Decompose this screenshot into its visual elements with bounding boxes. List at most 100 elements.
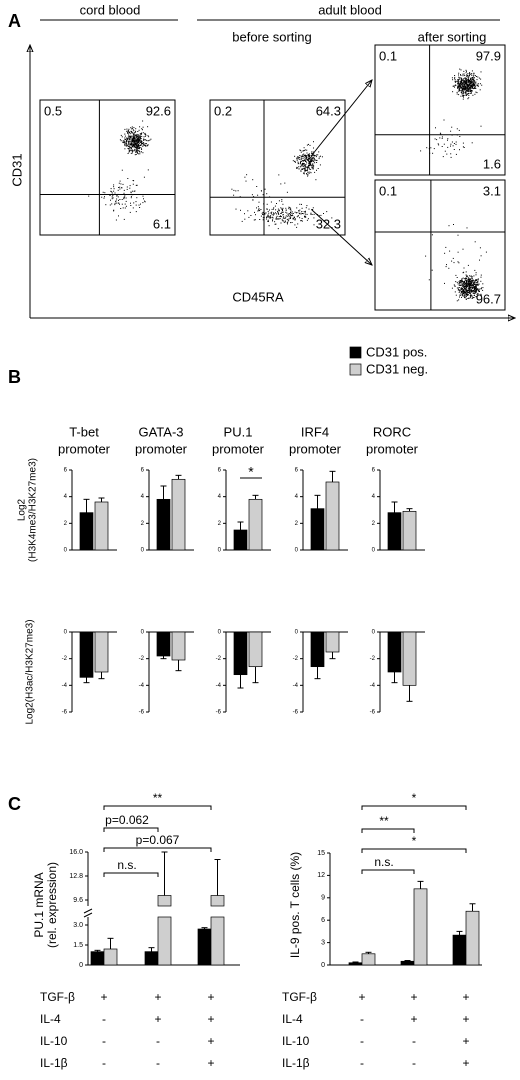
event-dot — [136, 143, 138, 145]
event-dot — [471, 284, 473, 286]
event-dot — [463, 84, 465, 86]
event-dot — [462, 87, 464, 89]
event-dot — [480, 288, 482, 290]
event-dot — [465, 279, 467, 281]
event-dot — [127, 139, 129, 141]
event-dot — [300, 157, 302, 159]
y-tick-label: -2 — [62, 656, 68, 662]
event-dot — [298, 157, 300, 158]
event-dot — [143, 139, 145, 141]
event-dot — [465, 286, 466, 288]
event-dot — [126, 145, 128, 147]
event-dot — [118, 202, 120, 204]
event-dot — [462, 248, 464, 250]
event-dot — [289, 216, 291, 218]
y-tick-label: 0 — [64, 630, 68, 636]
y-tick-label: 6 — [321, 917, 325, 924]
condition-sign: + — [410, 990, 417, 1004]
event-dot — [303, 150, 305, 152]
event-dot — [141, 151, 142, 153]
header: adult blood — [318, 2, 382, 17]
event-dot — [464, 77, 466, 79]
event-dot — [294, 155, 296, 157]
event-dot — [272, 219, 274, 221]
event-dot — [467, 283, 469, 285]
event-dot — [126, 128, 128, 130]
event-dot — [475, 286, 477, 288]
event-dot — [130, 191, 132, 193]
event-dot — [472, 94, 474, 96]
event-dot — [124, 143, 125, 145]
event-dot — [134, 150, 136, 152]
event-dot — [321, 156, 323, 158]
bar — [210, 895, 225, 907]
event-dot — [135, 211, 137, 213]
event-dot — [275, 218, 277, 220]
event-dot — [310, 159, 312, 161]
event-dot — [113, 190, 115, 192]
event-dot — [110, 199, 111, 201]
event-dot — [474, 289, 476, 290]
event-dot — [458, 129, 460, 131]
event-dot — [104, 192, 106, 194]
event-dot — [285, 207, 287, 209]
flow-plot-frame — [374, 44, 506, 176]
y-tick-label: 0 — [64, 548, 68, 554]
event-dot — [308, 143, 309, 145]
event-dot — [313, 152, 315, 154]
event-dot — [459, 85, 460, 87]
event-dot — [128, 141, 130, 143]
event-dot — [311, 159, 313, 160]
event-dot — [126, 140, 128, 142]
event-dot — [142, 132, 144, 134]
event-dot — [268, 217, 270, 219]
event-dot — [477, 289, 479, 291]
event-dot — [460, 284, 462, 286]
event-dot — [119, 180, 121, 182]
event-dot — [316, 169, 317, 171]
event-dot — [145, 145, 147, 146]
event-dot — [310, 172, 312, 174]
event-dot — [128, 140, 130, 142]
event-dot — [459, 281, 461, 283]
event-dot — [462, 289, 464, 291]
event-dot — [143, 198, 144, 200]
event-dot — [474, 292, 476, 294]
condition-sign: + — [100, 990, 107, 1004]
event-dot — [465, 296, 466, 298]
event-dot — [113, 210, 115, 212]
event-dot — [129, 150, 131, 152]
event-dot — [465, 88, 467, 89]
event-dot — [122, 183, 124, 185]
event-dot — [285, 216, 287, 218]
event-dot — [125, 205, 127, 207]
quadrant-percent: 1.6 — [483, 156, 501, 171]
event-dot — [131, 141, 133, 142]
event-dot — [131, 143, 133, 145]
event-dot — [143, 176, 145, 178]
event-dot — [132, 207, 134, 209]
event-dot — [138, 137, 140, 139]
event-dot — [139, 140, 140, 142]
event-dot — [287, 221, 289, 223]
event-dot — [137, 140, 139, 142]
event-dot — [132, 139, 134, 141]
condition-sign: + — [207, 990, 214, 1004]
event-dot — [459, 294, 461, 296]
bar — [171, 631, 186, 661]
event-dot — [465, 85, 467, 87]
event-dot — [296, 159, 298, 161]
event-dot — [297, 156, 299, 158]
event-dot — [462, 88, 464, 90]
event-dot — [307, 171, 309, 173]
event-dot — [303, 164, 305, 166]
event-dot — [457, 85, 459, 87]
event-dot — [300, 150, 302, 152]
event-dot — [477, 83, 479, 85]
event-dot — [264, 213, 266, 215]
event-dot — [310, 162, 312, 164]
event-dot — [474, 85, 476, 87]
event-dot — [139, 133, 141, 135]
event-dot — [302, 154, 304, 156]
event-dot — [132, 149, 133, 151]
